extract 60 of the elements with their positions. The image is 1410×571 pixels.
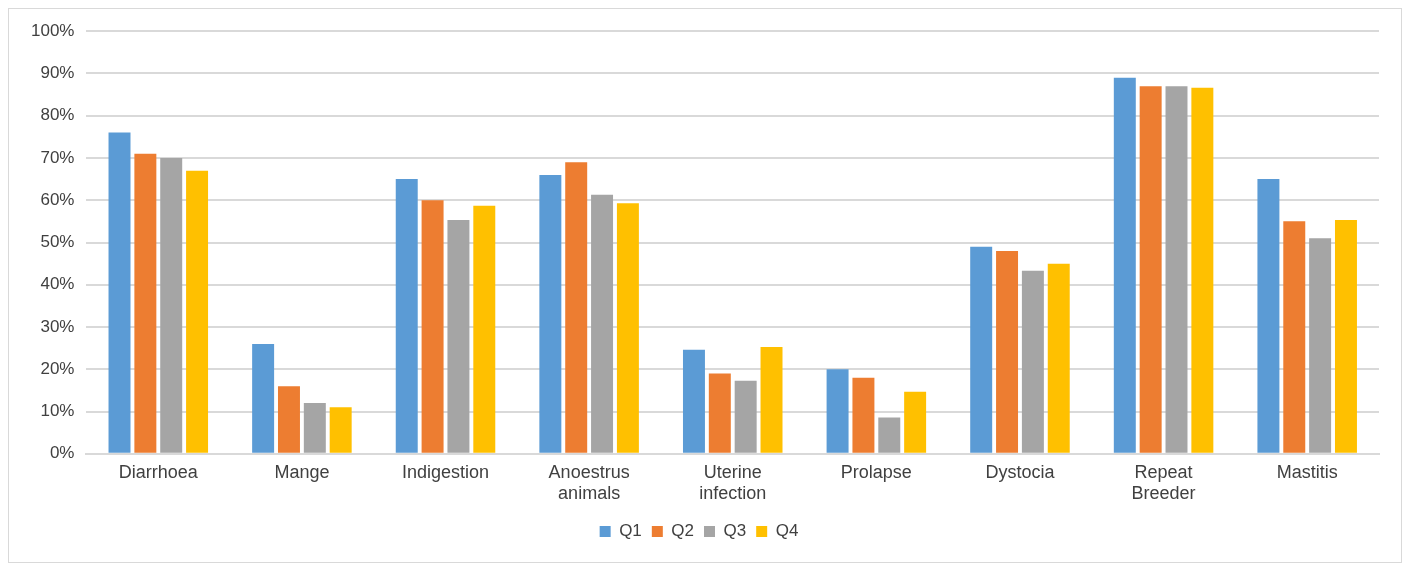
bar (1257, 179, 1280, 453)
bar (277, 386, 300, 453)
x-tick-label: Repeat Breeder (1131, 461, 1196, 504)
bar (1283, 221, 1306, 453)
bar (852, 377, 875, 453)
legend-label: Q3 (723, 521, 747, 541)
bar (708, 373, 731, 453)
y-tick-label: 60% (40, 189, 75, 209)
legend-label: Q2 (671, 521, 695, 541)
x-tick-label: Diarrhoea (118, 461, 199, 482)
bar (421, 200, 444, 453)
y-tick-label: 100% (31, 20, 75, 40)
bar (539, 174, 562, 453)
bar (1113, 77, 1136, 453)
bar (395, 179, 418, 453)
x-tick-label: Prolapse (840, 461, 912, 482)
bar (970, 246, 993, 453)
legend-label: Q1 (619, 521, 642, 541)
bar (878, 417, 901, 453)
bar (473, 205, 496, 453)
x-tick-label: Indigestion (401, 461, 490, 482)
bar (734, 380, 757, 453)
bar (996, 250, 1019, 453)
bar (591, 194, 614, 453)
bar (760, 346, 783, 453)
bar (447, 220, 470, 453)
bar (186, 170, 209, 453)
bar (134, 153, 157, 453)
bar (682, 349, 705, 453)
bar (904, 391, 927, 453)
bar (303, 403, 326, 453)
y-tick-label: 20% (40, 358, 75, 378)
x-tick-label: Mastitis (1276, 461, 1338, 482)
x-tick-label: Mange (274, 461, 330, 482)
bar (1334, 220, 1357, 453)
bar (616, 203, 639, 453)
bar (329, 407, 352, 453)
bar (1047, 263, 1070, 453)
x-tick-label: Anoestrus animals (548, 461, 630, 504)
bar (1191, 87, 1214, 453)
x-tick-label: Uterine infection (699, 461, 767, 504)
bar (252, 343, 275, 453)
bar (1139, 86, 1162, 453)
y-tick-label: 50% (40, 232, 75, 252)
y-tick-label: 40% (40, 274, 75, 294)
y-tick-label: 10% (40, 401, 75, 421)
bar (826, 369, 849, 453)
bar (1165, 86, 1188, 453)
bar (1021, 270, 1044, 453)
bar (108, 132, 131, 453)
legend-label: Q4 (775, 521, 799, 541)
y-tick-label: 90% (40, 63, 75, 83)
y-tick-label: 80% (40, 105, 75, 125)
y-tick-label: 30% (40, 316, 75, 336)
y-tick-label: 0% (49, 443, 75, 463)
x-tick-label: Dystocia (985, 461, 1056, 482)
y-tick-label: 70% (40, 147, 75, 167)
bar (565, 162, 588, 453)
bar (160, 157, 183, 453)
bar (1309, 238, 1332, 453)
